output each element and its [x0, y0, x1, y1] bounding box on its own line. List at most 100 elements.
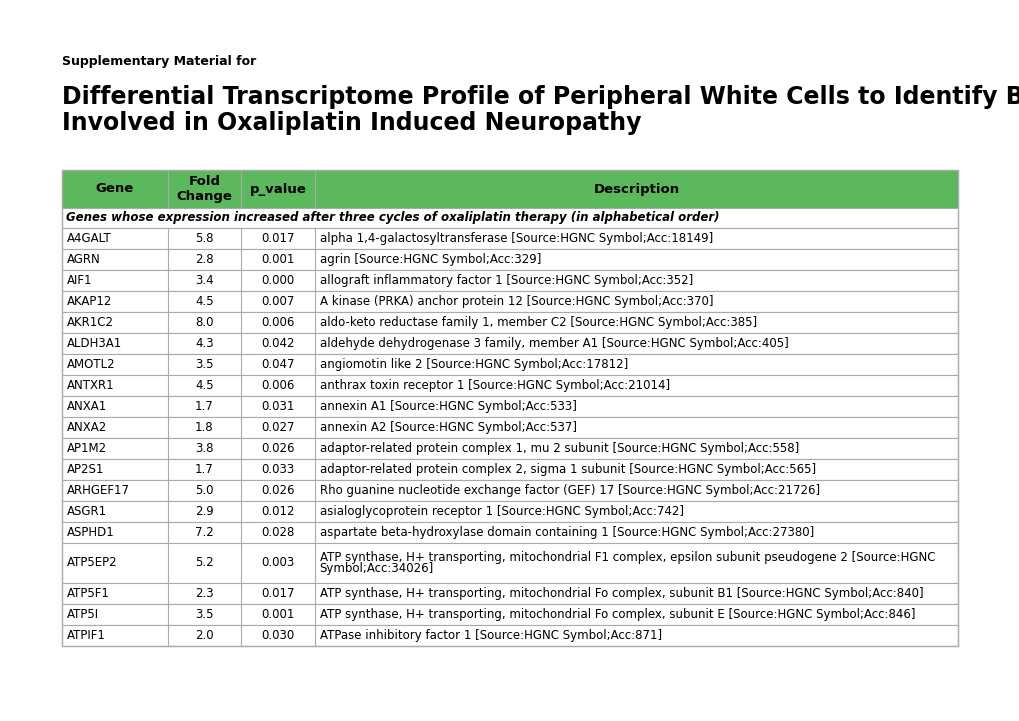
Text: 0.026: 0.026 — [261, 484, 294, 497]
Text: A4GALT: A4GALT — [67, 232, 112, 245]
Text: ASGR1: ASGR1 — [67, 505, 107, 518]
Text: Supplementary Material for: Supplementary Material for — [62, 55, 256, 68]
Text: Fold
Change: Fold Change — [176, 175, 232, 203]
Text: 0.006: 0.006 — [261, 379, 294, 392]
Text: adaptor-related protein complex 1, mu 2 subunit [Source:HGNC Symbol;Acc:558]: adaptor-related protein complex 1, mu 2 … — [319, 442, 798, 455]
Text: allograft inflammatory factor 1 [Source:HGNC Symbol;Acc:352]: allograft inflammatory factor 1 [Source:… — [319, 274, 692, 287]
Text: 4.5: 4.5 — [195, 295, 214, 308]
Text: p_value: p_value — [250, 182, 306, 195]
Text: 0.001: 0.001 — [261, 253, 294, 266]
Text: ATPase inhibitory factor 1 [Source:HGNC Symbol;Acc:871]: ATPase inhibitory factor 1 [Source:HGNC … — [319, 629, 661, 642]
Text: AIF1: AIF1 — [67, 274, 93, 287]
Text: 8.0: 8.0 — [195, 316, 214, 329]
Text: ATP synthase, H+ transporting, mitochondrial F1 complex, epsilon subunit pseudog: ATP synthase, H+ transporting, mitochond… — [319, 551, 934, 564]
Text: 3.5: 3.5 — [195, 608, 214, 621]
Text: adaptor-related protein complex 2, sigma 1 subunit [Source:HGNC Symbol;Acc:565]: adaptor-related protein complex 2, sigma… — [319, 463, 815, 476]
Text: ANTXR1: ANTXR1 — [67, 379, 114, 392]
Bar — [62, 396, 957, 417]
Text: 5.8: 5.8 — [195, 232, 214, 245]
Text: aspartate beta-hydroxylase domain containing 1 [Source:HGNC Symbol;Acc:27380]: aspartate beta-hydroxylase domain contai… — [319, 526, 813, 539]
Text: 2.3: 2.3 — [195, 587, 214, 600]
Text: 0.033: 0.033 — [261, 463, 294, 476]
Text: ARHGEF17: ARHGEF17 — [67, 484, 129, 497]
Text: Involved in Oxaliplatin Induced Neuropathy: Involved in Oxaliplatin Induced Neuropat… — [62, 111, 641, 135]
Text: 2.0: 2.0 — [195, 629, 214, 642]
Text: ATPIF1: ATPIF1 — [67, 629, 106, 642]
Text: ATP synthase, H+ transporting, mitochondrial Fo complex, subunit B1 [Source:HGNC: ATP synthase, H+ transporting, mitochond… — [319, 587, 922, 600]
Text: annexin A1 [Source:HGNC Symbol;Acc:533]: annexin A1 [Source:HGNC Symbol;Acc:533] — [319, 400, 576, 413]
Text: 2.9: 2.9 — [195, 505, 214, 518]
Text: 0.017: 0.017 — [261, 587, 294, 600]
Text: 0.030: 0.030 — [261, 629, 294, 642]
Bar — [62, 543, 957, 583]
Text: AKR1C2: AKR1C2 — [67, 316, 114, 329]
Text: Differential Transcriptome Profile of Peripheral White Cells to Identify Biomark: Differential Transcriptome Profile of Pe… — [62, 85, 1019, 109]
Text: 0.047: 0.047 — [261, 358, 294, 371]
Bar — [62, 208, 957, 228]
Text: AGRN: AGRN — [67, 253, 101, 266]
Text: aldehyde dehydrogenase 3 family, member A1 [Source:HGNC Symbol;Acc:405]: aldehyde dehydrogenase 3 family, member … — [319, 337, 788, 350]
Text: Genes whose expression increased after three cycles of oxaliplatin therapy (in a: Genes whose expression increased after t… — [66, 211, 718, 224]
Bar — [62, 375, 957, 396]
Bar — [62, 291, 957, 312]
Bar — [62, 354, 957, 375]
Text: Rho guanine nucleotide exchange factor (GEF) 17 [Source:HGNC Symbol;Acc:21726]: Rho guanine nucleotide exchange factor (… — [319, 484, 819, 497]
Text: 0.017: 0.017 — [261, 232, 294, 245]
Bar — [62, 249, 957, 270]
Text: 5.2: 5.2 — [195, 557, 214, 570]
Text: 0.026: 0.026 — [261, 442, 294, 455]
Text: 0.000: 0.000 — [261, 274, 294, 287]
Text: 0.042: 0.042 — [261, 337, 294, 350]
Text: AKAP12: AKAP12 — [67, 295, 112, 308]
Bar — [62, 417, 957, 438]
Text: Symbol;Acc:34026]: Symbol;Acc:34026] — [319, 562, 433, 575]
Text: asialoglycoprotein receptor 1 [Source:HGNC Symbol;Acc:742]: asialoglycoprotein receptor 1 [Source:HG… — [319, 505, 683, 518]
Text: 7.2: 7.2 — [195, 526, 214, 539]
Text: 0.012: 0.012 — [261, 505, 294, 518]
Text: 0.028: 0.028 — [261, 526, 294, 539]
Text: ASPHD1: ASPHD1 — [67, 526, 114, 539]
Bar — [62, 312, 957, 333]
Bar — [62, 625, 957, 646]
Text: 2.8: 2.8 — [195, 253, 214, 266]
Text: 1.7: 1.7 — [195, 463, 214, 476]
Text: angiomotin like 2 [Source:HGNC Symbol;Acc:17812]: angiomotin like 2 [Source:HGNC Symbol;Ac… — [319, 358, 628, 371]
Bar — [62, 170, 957, 646]
Bar — [62, 522, 957, 543]
Text: AP1M2: AP1M2 — [67, 442, 107, 455]
Text: annexin A2 [Source:HGNC Symbol;Acc:537]: annexin A2 [Source:HGNC Symbol;Acc:537] — [319, 421, 576, 434]
Bar — [62, 438, 957, 459]
Text: 0.031: 0.031 — [261, 400, 294, 413]
Text: ATP5EP2: ATP5EP2 — [67, 557, 117, 570]
Text: 3.4: 3.4 — [195, 274, 214, 287]
Bar — [62, 170, 957, 208]
Text: 0.001: 0.001 — [261, 608, 294, 621]
Text: 0.003: 0.003 — [261, 557, 294, 570]
Bar — [62, 583, 957, 604]
Text: 4.3: 4.3 — [195, 337, 214, 350]
Text: ATP synthase, H+ transporting, mitochondrial Fo complex, subunit E [Source:HGNC : ATP synthase, H+ transporting, mitochond… — [319, 608, 914, 621]
Text: AP2S1: AP2S1 — [67, 463, 104, 476]
Text: 3.5: 3.5 — [195, 358, 214, 371]
Text: aldo-keto reductase family 1, member C2 [Source:HGNC Symbol;Acc:385]: aldo-keto reductase family 1, member C2 … — [319, 316, 756, 329]
Text: AMOTL2: AMOTL2 — [67, 358, 115, 371]
Bar — [62, 333, 957, 354]
Bar — [62, 480, 957, 501]
Bar — [62, 228, 957, 249]
Text: 0.006: 0.006 — [261, 316, 294, 329]
Text: ATP5F1: ATP5F1 — [67, 587, 110, 600]
Bar — [62, 270, 957, 291]
Text: 0.007: 0.007 — [261, 295, 294, 308]
Text: ANXA1: ANXA1 — [67, 400, 107, 413]
Text: 3.8: 3.8 — [195, 442, 214, 455]
Text: 1.7: 1.7 — [195, 400, 214, 413]
Bar — [62, 604, 957, 625]
Text: ANXA2: ANXA2 — [67, 421, 107, 434]
Text: agrin [Source:HGNC Symbol;Acc:329]: agrin [Source:HGNC Symbol;Acc:329] — [319, 253, 540, 266]
Text: ATP5I: ATP5I — [67, 608, 99, 621]
Text: 4.5: 4.5 — [195, 379, 214, 392]
Bar — [62, 501, 957, 522]
Text: A kinase (PRKA) anchor protein 12 [Source:HGNC Symbol;Acc:370]: A kinase (PRKA) anchor protein 12 [Sourc… — [319, 295, 712, 308]
Text: ALDH3A1: ALDH3A1 — [67, 337, 122, 350]
Text: 5.0: 5.0 — [195, 484, 214, 497]
